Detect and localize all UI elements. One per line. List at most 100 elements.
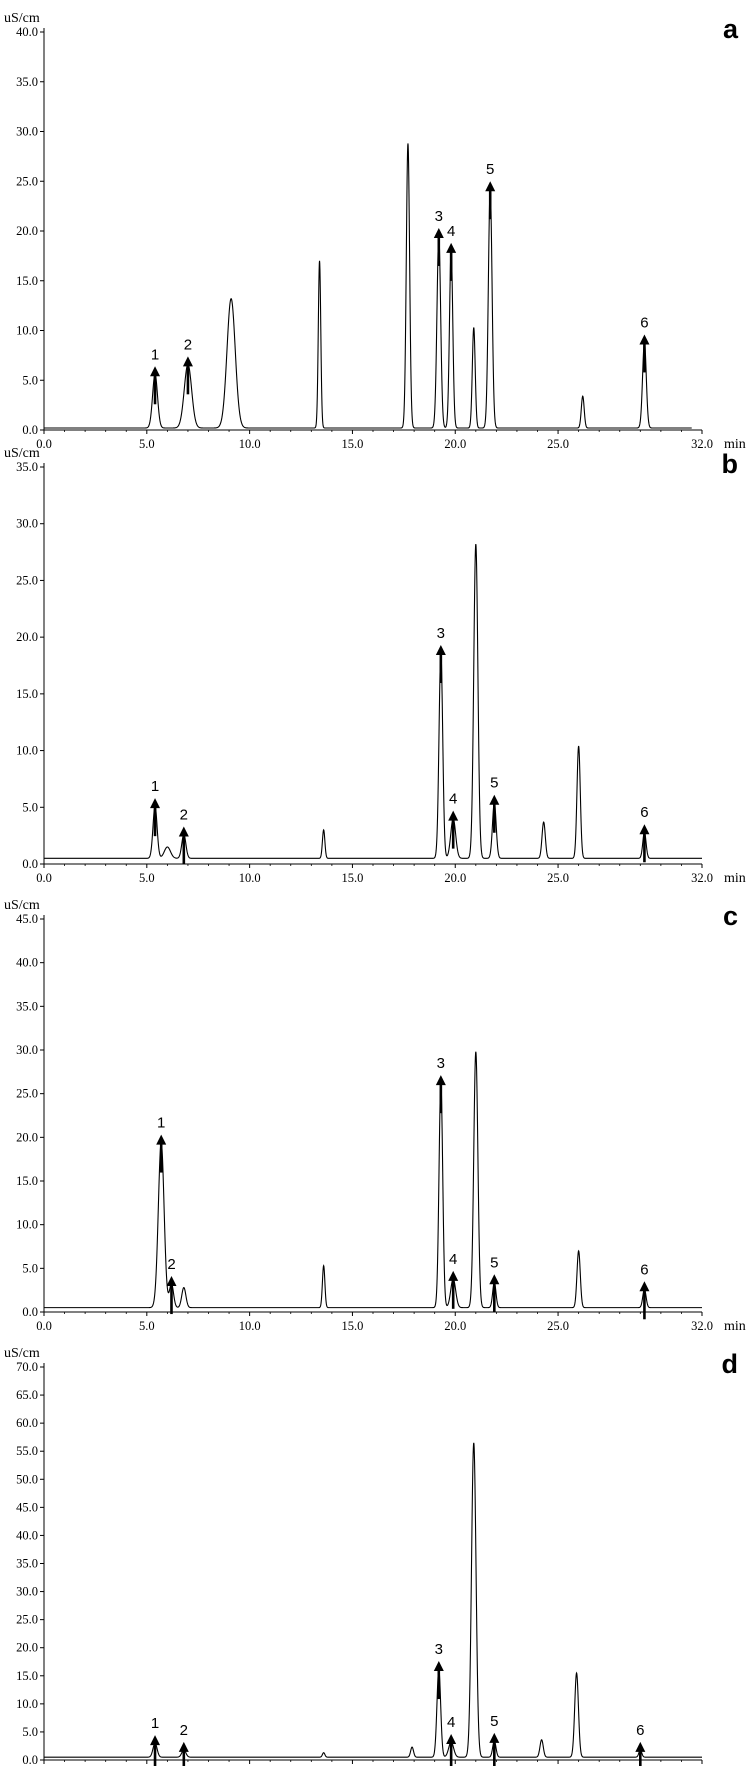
peak-arrow-head bbox=[166, 1276, 177, 1287]
x-tick-label: 15.0 bbox=[342, 437, 364, 451]
y-tick-label: 20.0 bbox=[16, 1130, 38, 1144]
peak-arrow-head bbox=[489, 1274, 500, 1285]
y-tick-label: 5.0 bbox=[22, 800, 38, 814]
x-tick-label: 25.0 bbox=[547, 437, 569, 451]
peak-arrow-head bbox=[178, 1741, 189, 1752]
y-tick-label: 5.0 bbox=[22, 373, 38, 387]
peak-number: 3 bbox=[437, 1055, 445, 1072]
x-tick-label: 32.0 bbox=[691, 871, 713, 885]
peak-number: 2 bbox=[167, 1256, 175, 1273]
peak-arrow-head bbox=[150, 366, 161, 377]
peak-arrow-head bbox=[446, 242, 457, 253]
x-tick-label: 5.0 bbox=[139, 1319, 155, 1333]
peak-number: 2 bbox=[180, 807, 188, 824]
y-tick-label: 20.0 bbox=[16, 1641, 38, 1655]
y-tick-label: 70.0 bbox=[16, 1360, 38, 1374]
peak-annotation-6: 6 bbox=[639, 314, 650, 373]
peak-arrow-head bbox=[448, 1270, 459, 1281]
chromatogram-trace bbox=[44, 544, 702, 859]
peak-number: 3 bbox=[435, 1641, 443, 1658]
peak-annotation-5: 5 bbox=[489, 1254, 500, 1313]
y-axis-title: uS/cm bbox=[4, 446, 40, 461]
y-axis-title: uS/cm bbox=[4, 1346, 40, 1361]
y-tick-label: 15.0 bbox=[16, 1174, 38, 1188]
peak-arrow-head bbox=[435, 1075, 446, 1086]
peak-arrow-head bbox=[182, 356, 193, 367]
peak-number: 2 bbox=[180, 1722, 188, 1739]
y-tick-label: 15.0 bbox=[16, 274, 38, 288]
y-tick-label: 40.0 bbox=[16, 1528, 38, 1542]
y-tick-label: 25.0 bbox=[16, 1087, 38, 1101]
peak-number: 6 bbox=[640, 804, 648, 821]
x-tick-label: 32.0 bbox=[691, 1319, 713, 1333]
peak-number: 4 bbox=[449, 791, 457, 808]
chromatogram-trace bbox=[44, 1051, 702, 1309]
x-tick-label: 15.0 bbox=[342, 871, 364, 885]
peak-annotation-3: 3 bbox=[433, 208, 444, 266]
peak-number: 3 bbox=[437, 625, 445, 642]
chromatogram-panel-d: 0.0 5.0 10.0 15.0 20.0 25.0 30.0 35.0 40.0 45.0 50… bbox=[4, 1346, 739, 1766]
y-tick-label: 0.0 bbox=[22, 1753, 38, 1766]
y-tick-label: 60.0 bbox=[16, 1416, 38, 1430]
x-tick-label: 20.0 bbox=[444, 871, 466, 885]
x-axis-title: min bbox=[724, 1319, 746, 1334]
peak-annotation-4: 4 bbox=[446, 223, 457, 281]
x-tick-label: 15.0 bbox=[342, 1319, 364, 1333]
y-tick-label: 30.0 bbox=[16, 1585, 38, 1599]
peak-number: 6 bbox=[636, 1722, 644, 1739]
peak-arrow-head bbox=[489, 794, 500, 805]
peak-annotation-6: 6 bbox=[639, 1261, 650, 1320]
y-tick-label: 5.0 bbox=[22, 1725, 38, 1739]
peak-annotation-2: 2 bbox=[182, 336, 193, 395]
peak-number: 1 bbox=[151, 1715, 159, 1732]
y-tick-label: 30.0 bbox=[16, 517, 38, 531]
chromatogram-panel-b: 0.0 5.0 10.0 15.0 20.0 25.0 30.0 35.0 0.0 5.0 10.0… bbox=[4, 446, 746, 886]
peak-annotation-2: 2 bbox=[178, 1722, 189, 1766]
chromatogram-trace bbox=[44, 1442, 702, 1758]
peak-annotation-4: 4 bbox=[446, 1714, 457, 1766]
y-tick-label: 10.0 bbox=[16, 1697, 38, 1711]
peak-annotation-1: 1 bbox=[150, 346, 161, 405]
y-tick-label: 15.0 bbox=[16, 1669, 38, 1683]
y-tick-label: 40.0 bbox=[16, 956, 38, 970]
x-axis-title: min bbox=[724, 437, 746, 452]
panel-letter: d bbox=[722, 1349, 739, 1379]
x-tick-label: 0.0 bbox=[36, 437, 52, 451]
peak-number: 5 bbox=[490, 1713, 498, 1730]
peak-number: 1 bbox=[151, 346, 159, 363]
peak-annotation-3: 3 bbox=[433, 1641, 444, 1700]
peak-arrow-head bbox=[156, 1134, 167, 1145]
peak-number: 4 bbox=[447, 1714, 455, 1731]
x-tick-label: 5.0 bbox=[139, 871, 155, 885]
chromatogram-trace bbox=[44, 143, 692, 429]
y-tick-label: 40.0 bbox=[16, 25, 38, 39]
peak-arrow-head bbox=[639, 824, 650, 835]
x-tick-label: 20.0 bbox=[444, 1319, 466, 1333]
y-tick-label: 0.0 bbox=[22, 423, 38, 437]
panel-letter: b bbox=[722, 449, 739, 479]
y-tick-label: 25.0 bbox=[16, 174, 38, 188]
peak-annotation-5: 5 bbox=[485, 161, 496, 220]
panel-letter: a bbox=[723, 14, 739, 44]
peak-annotation-5: 5 bbox=[489, 1713, 500, 1766]
y-tick-label: 0.0 bbox=[22, 1305, 38, 1319]
peak-arrow-head bbox=[435, 645, 446, 656]
peak-arrow-head bbox=[635, 1741, 646, 1752]
peak-number: 1 bbox=[157, 1115, 165, 1132]
x-tick-label: 0.0 bbox=[36, 1319, 52, 1333]
peak-arrow-head bbox=[178, 826, 189, 837]
chromatogram-panel-c: 0.05.010.015.020.025.030.035.040.045.00.… bbox=[4, 898, 746, 1334]
x-tick-label: 25.0 bbox=[547, 1319, 569, 1333]
peak-number: 6 bbox=[640, 314, 648, 331]
peak-annotation-2: 2 bbox=[178, 807, 189, 865]
x-tick-label: 0.0 bbox=[36, 871, 52, 885]
peak-arrow-head bbox=[639, 1281, 650, 1292]
y-axis-title: uS/cm bbox=[4, 898, 40, 913]
y-tick-label: 35.0 bbox=[16, 999, 38, 1013]
y-tick-label: 50.0 bbox=[16, 1472, 38, 1486]
peak-number: 2 bbox=[184, 336, 192, 353]
peak-number: 4 bbox=[449, 1251, 457, 1268]
x-tick-label: 20.0 bbox=[444, 437, 466, 451]
y-axis-title: uS/cm bbox=[4, 11, 40, 26]
